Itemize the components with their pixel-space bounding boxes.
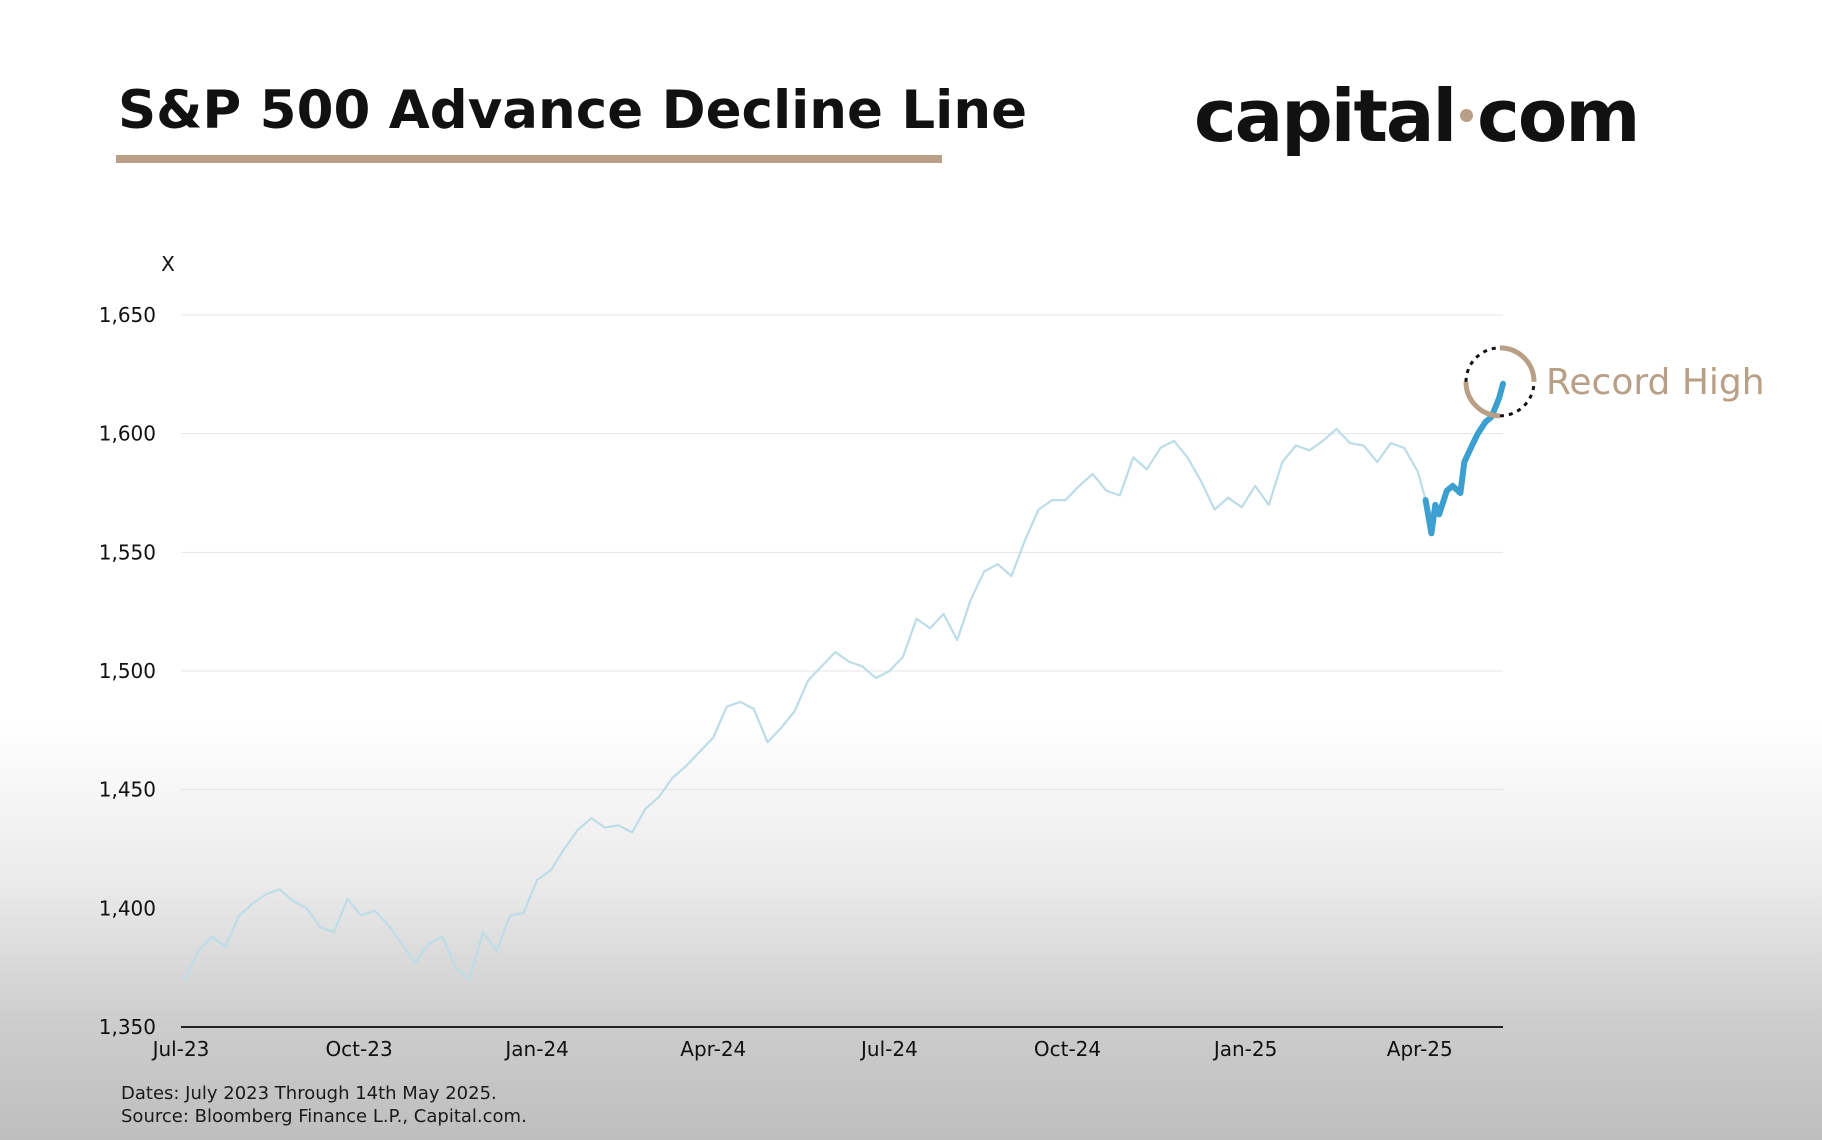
logo-text-right: com — [1477, 74, 1640, 158]
y-tick-label: 1,600 — [99, 422, 156, 446]
y-axis-label: X — [161, 252, 175, 276]
x-tick-label: Apr-25 — [1387, 1037, 1453, 1061]
logo-dot-icon — [1460, 108, 1474, 122]
data-series — [183, 380, 1506, 981]
series-line-recent — [1422, 380, 1506, 537]
x-tick-label: Oct-23 — [325, 1037, 392, 1061]
y-tick-label: 1,500 — [99, 659, 156, 683]
record-high-circle-dashed — [1464, 346, 1501, 382]
x-tick-label: Jul-24 — [859, 1037, 918, 1061]
gridlines — [181, 314, 1503, 909]
record-high-circle-dashed — [1499, 381, 1536, 418]
dates-footnote: Dates: July 2023 Through 14th May 2025. — [121, 1083, 497, 1104]
record-high-annotation: Record High — [1462, 344, 1765, 420]
x-tick-label: Jan-25 — [1212, 1037, 1278, 1061]
y-tick-label: 1,650 — [99, 303, 156, 327]
y-tick-label: 1,350 — [99, 1015, 156, 1039]
source-footnote: Source: Bloomberg Finance L.P., Capital.… — [121, 1106, 527, 1127]
x-tick-label: Jan-24 — [503, 1037, 569, 1061]
y-axis-ticks: 1,350 1,400 1,450 1,500 1,550 1,600 1,650 — [99, 303, 156, 1039]
x-tick-label: Oct-24 — [1034, 1037, 1101, 1061]
y-tick-label: 1,400 — [99, 896, 156, 920]
y-tick-label: 1,550 — [99, 540, 156, 564]
x-tick-label: Jul-23 — [151, 1037, 210, 1061]
capital-com-logo: capital com — [1194, 80, 1640, 152]
series-line-history — [183, 427, 1427, 981]
title-underline — [116, 155, 942, 163]
chart-title: S&P 500 Advance Decline Line — [118, 80, 1028, 141]
record-high-label: Record High — [1546, 362, 1765, 403]
x-tick-label: Apr-24 — [680, 1037, 746, 1061]
x-axis-ticks: Jul-23 Oct-23 Jan-24 Apr-24 Jul-24 Oct-24 Jan-… — [151, 1037, 1453, 1061]
y-tick-label: 1,450 — [99, 778, 156, 802]
logo-text-left: capital — [1194, 74, 1457, 158]
